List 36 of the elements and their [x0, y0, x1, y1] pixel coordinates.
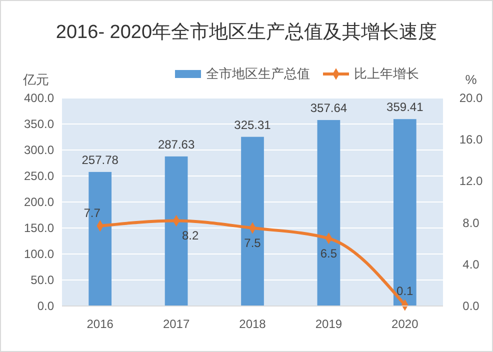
y-tick-label: 0.0 [37, 299, 54, 313]
y-tick-label: 50.0 [30, 273, 54, 287]
y-tick-label: 200.0 [24, 195, 54, 209]
y2-tick-label: 20.0 [459, 91, 483, 105]
data-label: 359.41 [386, 100, 424, 114]
y2-tick-label: 8.0 [462, 216, 480, 230]
x-tick-label: 2017 [162, 317, 190, 331]
chart-title: 2016- 2020年全市地区生产总值及其增长速度 [56, 21, 438, 43]
data-label: 357.64 [310, 101, 348, 116]
data-label: 0.1 [396, 284, 414, 298]
data-label: 325.31 [234, 118, 272, 132]
y-tick-label: 350.0 [24, 117, 54, 131]
bar [317, 120, 340, 306]
x-tick-label: 2019 [315, 317, 342, 331]
y-tick-label: 100.0 [24, 247, 54, 261]
bar [393, 119, 416, 306]
y2-tick-label: 16.0 [459, 132, 483, 147]
bar [241, 136, 264, 306]
data-label: 287.63 [158, 137, 195, 152]
data-label: 6.5 [320, 246, 338, 260]
y-tick-label: 250.0 [24, 169, 54, 183]
x-tick-label: 2020 [392, 317, 419, 331]
y-tick-label: 300.0 [24, 143, 54, 157]
x-tick-label: 2018 [239, 317, 266, 331]
data-label: 257.78 [82, 152, 119, 167]
y2-tick-label: 0.0 [462, 299, 480, 313]
x-tick-label: 2016 [86, 317, 114, 331]
legend-label: 比上年增长 [354, 66, 419, 81]
y2-tick-label: 4.0 [462, 257, 480, 272]
y-tick-label: 150.0 [24, 221, 54, 235]
y-axis-title: 亿元 [22, 72, 49, 87]
y-tick-label: 400.0 [24, 91, 54, 105]
legend-label: 全市地区生产总值 [206, 66, 310, 81]
y2-tick-label: 12.0 [459, 174, 483, 188]
y2-axis-title: % [465, 72, 478, 87]
data-label: 7.5 [244, 236, 262, 250]
